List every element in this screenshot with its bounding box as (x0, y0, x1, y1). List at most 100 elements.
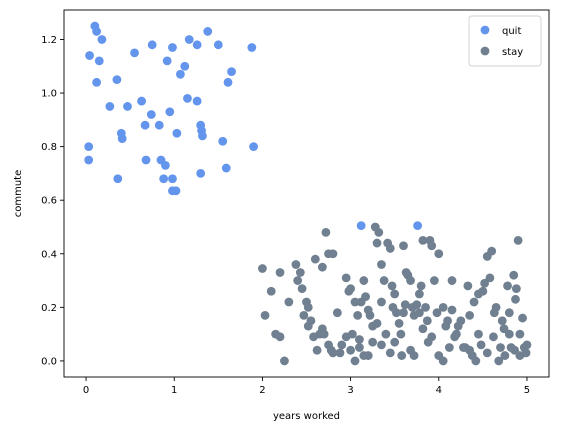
x-tick-label: 5 (524, 385, 530, 396)
point-stay-96 (513, 235, 523, 245)
point-stay-147 (412, 300, 422, 310)
point-quit-48 (171, 186, 181, 196)
point-quit-4 (94, 56, 104, 66)
point-quit-17 (203, 27, 213, 36)
points-layer (84, 21, 532, 366)
point-stay-50 (396, 329, 406, 339)
point-quit-43 (196, 169, 206, 178)
y-tick-label: 0.8 (41, 142, 57, 153)
x-tick-label: 2 (259, 385, 265, 396)
point-quit-2 (97, 35, 107, 44)
point-stay-3 (260, 310, 270, 320)
point-stay-60 (421, 302, 430, 312)
point-stay-81 (480, 278, 490, 288)
point-stay-110 (350, 356, 360, 366)
point-stay-103 (309, 332, 318, 342)
x-tick-label: 3 (347, 385, 353, 396)
point-quit-23 (183, 94, 192, 103)
point-stay-59 (418, 235, 428, 245)
point-stay-8 (293, 276, 303, 285)
point-stay-48 (392, 308, 401, 318)
point-stay-140 (504, 329, 514, 339)
point-quit-49 (356, 221, 366, 231)
point-stay-57 (414, 289, 424, 299)
point-quit-1 (92, 27, 102, 36)
point-quit-50 (413, 221, 423, 231)
point-quit-7 (105, 102, 115, 111)
point-stay-16 (310, 254, 320, 264)
point-stay-129 (438, 356, 448, 366)
point-stay-111 (355, 343, 364, 352)
point-stay-27 (341, 273, 351, 283)
legend: quit stay (468, 15, 542, 67)
point-stay-114 (368, 337, 378, 347)
legend-label-quit: quit (502, 26, 521, 37)
point-quit-14 (184, 35, 194, 44)
point-stay-127 (427, 332, 437, 342)
point-stay-78 (474, 329, 483, 339)
point-quit-10 (130, 48, 139, 58)
point-stay-95 (511, 284, 521, 293)
point-stay-71 (447, 276, 457, 285)
point-stay-14 (299, 310, 309, 320)
point-stay-21 (328, 249, 338, 259)
point-stay-93 (509, 270, 519, 280)
x-axis-label: years worked (273, 411, 340, 422)
point-stay-77 (469, 297, 479, 307)
point-stay-104 (312, 345, 322, 355)
point-quit-25 (165, 107, 175, 117)
y-tick-label: 1.0 (41, 89, 57, 100)
point-quit-13 (168, 43, 177, 52)
point-stay-84 (487, 246, 497, 256)
point-stay-47 (390, 289, 400, 299)
point-stay-98 (518, 313, 527, 323)
point-stay-1 (266, 286, 276, 296)
point-stay-54 (406, 276, 415, 285)
point-stay-144 (356, 297, 366, 307)
ticks-layer: 0 1 2 3 4 5 0.0 0.2 0.4 0.6 0.8 1.0 1.2 (41, 35, 530, 396)
point-quit-33 (218, 136, 228, 146)
point-quit-12 (162, 56, 172, 66)
point-quit-26 (146, 110, 156, 119)
point-stay-29 (350, 297, 360, 307)
point-stay-2 (275, 268, 285, 277)
point-stay-102 (303, 321, 313, 331)
point-stay-139 (499, 324, 509, 334)
point-stay-49 (394, 319, 404, 328)
point-quit-19 (247, 43, 257, 52)
point-quit-11 (147, 40, 157, 50)
point-stay-33 (359, 276, 369, 285)
point-stay-63 (427, 241, 437, 251)
point-stay-30 (353, 310, 363, 320)
point-quit-44 (113, 174, 123, 184)
point-stay-11 (297, 284, 307, 293)
point-stay-10 (291, 260, 301, 269)
point-stay-26 (337, 340, 347, 350)
point-stay-64 (429, 276, 439, 285)
point-stay-41 (377, 260, 386, 269)
x-tick-label: 1 (171, 385, 177, 396)
point-stay-149 (465, 310, 475, 320)
point-stay-133 (465, 345, 475, 355)
legend-marker-stay (480, 46, 490, 56)
y-tick-label: 0.0 (41, 356, 57, 367)
point-quit-41 (161, 160, 170, 170)
point-stay-32 (355, 335, 364, 344)
y-axis-label: commute (13, 170, 24, 218)
axes-frame (63, 9, 550, 378)
point-stay-36 (365, 310, 375, 320)
point-stay-94 (511, 294, 520, 304)
point-stay-66 (434, 249, 444, 259)
x-tick-label: 0 (83, 385, 89, 396)
point-stay-121 (400, 300, 410, 310)
point-stay-90 (503, 281, 512, 291)
y-tick-label: 0.4 (41, 249, 57, 260)
point-quit-39 (141, 155, 151, 165)
point-quit-5 (92, 77, 102, 87)
point-stay-108 (341, 332, 351, 342)
point-quit-22 (223, 77, 233, 87)
point-quit-32 (198, 131, 207, 141)
point-stay-106 (326, 345, 336, 355)
point-quit-9 (137, 96, 147, 106)
point-quit-46 (168, 174, 177, 184)
